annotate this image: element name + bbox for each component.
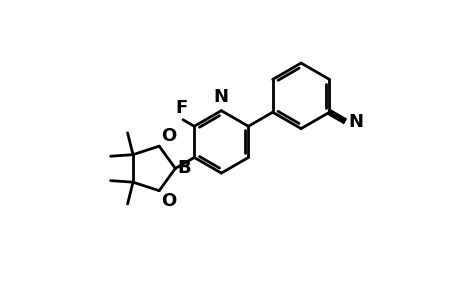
Text: F: F bbox=[175, 99, 187, 117]
Text: O: O bbox=[160, 127, 176, 145]
Text: O: O bbox=[160, 192, 176, 210]
Text: B: B bbox=[177, 160, 190, 177]
Text: N: N bbox=[347, 113, 362, 131]
Text: N: N bbox=[213, 88, 228, 106]
